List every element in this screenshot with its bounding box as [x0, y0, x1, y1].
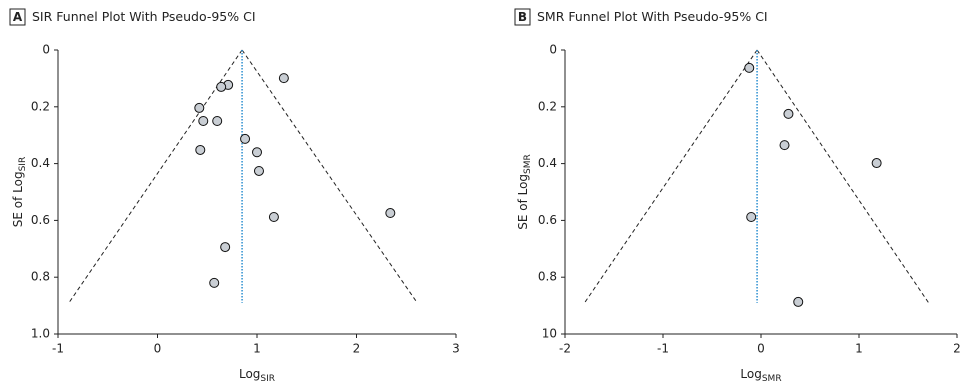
x-tick-label: -2 — [559, 342, 571, 356]
y-axis-label-sub: SMR — [523, 154, 533, 174]
x-tick-label: -1 — [657, 342, 669, 356]
point — [793, 296, 804, 307]
y-tick-label: 10 — [542, 327, 557, 341]
point — [240, 133, 251, 144]
point — [253, 165, 264, 176]
y-tick-label: 0.8 — [31, 270, 50, 284]
panel-letter-box — [514, 8, 531, 26]
point — [268, 211, 279, 222]
x-tick-label: 0 — [154, 342, 162, 356]
y-axis-label-main: SE of Log — [11, 171, 25, 227]
x-tick-label: 3 — [452, 342, 460, 356]
x-axis-label-sub: SIR — [260, 374, 275, 384]
funnel-left — [584, 49, 758, 304]
y-tick-label: 0.6 — [31, 213, 50, 227]
point — [783, 108, 794, 119]
point — [779, 140, 790, 151]
x-axis-label-main: Log — [239, 367, 260, 381]
point — [194, 102, 205, 113]
y-tick-label: 0.2 — [538, 99, 557, 113]
point — [252, 147, 262, 158]
x-tick-label: -1 — [52, 342, 64, 356]
point — [198, 116, 209, 126]
point — [220, 242, 231, 253]
point — [385, 208, 396, 219]
x-tick-label: 2 — [353, 342, 361, 356]
point — [871, 158, 882, 169]
point — [209, 277, 220, 288]
chart-title: SIR Funnel Plot With Pseudo-95% CI — [32, 9, 256, 24]
y-tick-label: 0 — [42, 43, 50, 57]
x-tick-label: 2 — [953, 342, 961, 356]
point — [216, 81, 227, 92]
y-tick-label: 0.2 — [31, 99, 50, 113]
chart-title: SMR Funnel Plot With Pseudo-95% CI — [537, 9, 768, 24]
panel-letter: A — [13, 10, 23, 24]
y-tick-label: 1.0 — [31, 327, 50, 341]
y-tick-label: 0 — [549, 43, 557, 57]
y-tick-label: 0.6 — [538, 213, 557, 227]
x-axis-label-main: Log — [740, 367, 761, 381]
y-axis-label: SE of LogSMR — [516, 154, 533, 230]
point — [195, 144, 206, 155]
panel-letter-box — [9, 8, 26, 26]
panel-letter: B — [518, 10, 527, 24]
point — [744, 62, 755, 73]
y-axis-label: SE of LogSIR — [11, 157, 28, 227]
x-tick-label: 1 — [855, 342, 863, 356]
x-tick-label: 1 — [253, 342, 261, 356]
y-axis-label-main: SE of Log — [516, 174, 530, 230]
x-axis-label: LogSIR — [239, 367, 275, 384]
x-axis-label: LogSMR — [740, 367, 781, 384]
point — [278, 73, 289, 84]
y-tick-label: 0.4 — [31, 156, 50, 170]
funnel-right — [241, 49, 418, 304]
point — [746, 211, 757, 222]
x-axis-label-sub: SMR — [762, 374, 782, 384]
point — [212, 116, 223, 126]
funnel-left — [68, 49, 243, 304]
y-tick-label: 0.4 — [538, 156, 557, 170]
y-axis-label-sub: SIR — [18, 157, 28, 172]
x-tick-label: 0 — [757, 342, 765, 356]
y-tick-label: 0.8 — [538, 270, 557, 284]
funnel-right — [756, 49, 929, 304]
